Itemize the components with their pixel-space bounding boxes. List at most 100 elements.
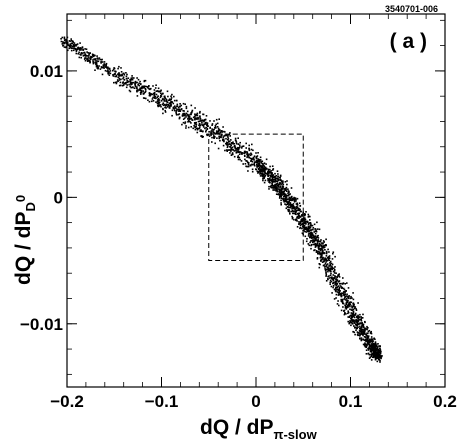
scatter-point — [259, 168, 262, 170]
scatter-point — [71, 40, 73, 42]
scatter-point — [299, 224, 302, 227]
scatter-point — [107, 71, 110, 74]
scatter-point — [222, 144, 225, 147]
scatter-point — [368, 353, 371, 356]
scatter-point — [354, 314, 356, 316]
scatter-point — [374, 338, 376, 341]
scatter-point — [371, 352, 373, 355]
scatter-point — [195, 125, 197, 127]
scatter-point — [350, 314, 353, 317]
scatter-point — [345, 306, 348, 308]
scatter-point — [323, 259, 325, 261]
x-tick-label: −0.1 — [145, 392, 179, 411]
scatter-point — [125, 86, 128, 89]
scatter-point — [347, 310, 349, 312]
scatter-point — [234, 137, 237, 140]
scatter-point — [297, 217, 299, 219]
scatter-point — [299, 205, 301, 207]
scatter-point — [235, 140, 237, 142]
scatter-point — [277, 188, 279, 190]
scatter-point — [347, 287, 350, 289]
scatter-point — [159, 104, 162, 106]
scatter-point — [367, 342, 370, 344]
scatter-point — [269, 178, 271, 180]
scatter-point — [247, 170, 249, 172]
scatter-point — [376, 353, 379, 355]
scatter-point — [304, 214, 306, 216]
scatter-point — [341, 299, 344, 302]
scatter-point — [186, 110, 189, 113]
scatter-point — [370, 340, 372, 343]
scatter-point — [370, 349, 372, 351]
scatter-point — [194, 123, 196, 125]
scatter-point — [241, 152, 244, 154]
scatter-point — [309, 224, 312, 227]
scatter-point — [296, 226, 299, 228]
scatter-point — [213, 137, 215, 139]
scatter-point — [357, 314, 359, 317]
scatter-point — [233, 155, 236, 158]
scatter-point — [353, 319, 355, 321]
scatter-point — [350, 321, 352, 324]
scatter-point — [266, 172, 268, 175]
scatter-point — [309, 219, 311, 221]
scatter-point — [287, 205, 289, 208]
scatter-point — [187, 126, 190, 129]
scatter-point — [313, 237, 315, 239]
scatter-point — [359, 313, 361, 316]
scatter-point — [276, 190, 279, 192]
scatter-point — [250, 148, 253, 151]
scatter-point — [260, 170, 263, 173]
scatter-point — [367, 349, 370, 351]
scatter-point — [338, 288, 340, 291]
scatter-point — [158, 101, 161, 104]
scatter-point — [339, 283, 341, 285]
scatter-point — [358, 319, 360, 321]
scatter-point — [278, 176, 281, 179]
scatter-point — [329, 269, 331, 272]
scatter-point — [246, 151, 248, 153]
scatter-point — [165, 107, 167, 109]
scatter-point — [357, 317, 360, 319]
scatter-point — [219, 136, 221, 138]
scatter-point — [277, 173, 279, 175]
scatter-point — [280, 183, 282, 186]
scatter-point — [347, 306, 349, 308]
scatter-point — [298, 207, 300, 210]
scatter-point — [354, 327, 356, 329]
scatter-point — [63, 41, 66, 44]
scatter-point — [310, 232, 312, 234]
scatter-point — [296, 216, 298, 219]
scatter-point — [329, 281, 331, 284]
scatter-point — [283, 194, 285, 197]
scatter-point — [288, 206, 291, 209]
scatter-point — [206, 122, 209, 125]
scatter-point — [306, 228, 309, 231]
scatter-point — [332, 285, 335, 287]
scatter-point — [338, 304, 340, 307]
scatter-point — [277, 179, 280, 182]
scatter-point — [257, 152, 259, 154]
scatter-point — [288, 196, 291, 199]
scatter-point — [187, 116, 190, 118]
scatter-point — [148, 85, 150, 87]
scatter-point — [346, 293, 348, 296]
scatter-point — [84, 59, 87, 62]
scatter-point — [185, 107, 188, 110]
scatter-point — [166, 101, 169, 104]
scatter-point — [230, 142, 233, 145]
scatter-point — [317, 252, 319, 255]
scatter-point — [227, 142, 229, 144]
scatter-point — [214, 124, 217, 127]
scatter-point — [357, 320, 359, 323]
scatter-point — [105, 64, 107, 66]
scatter-point — [370, 330, 372, 333]
scatter-point — [334, 283, 336, 286]
scatter-point — [258, 160, 261, 163]
scatter-point — [362, 333, 364, 335]
scatter-point — [361, 317, 364, 319]
scatter-point — [196, 117, 198, 119]
scatter-point — [315, 251, 318, 253]
y-axis-title-sup: 0 — [13, 195, 28, 202]
scatter-point — [324, 258, 326, 260]
